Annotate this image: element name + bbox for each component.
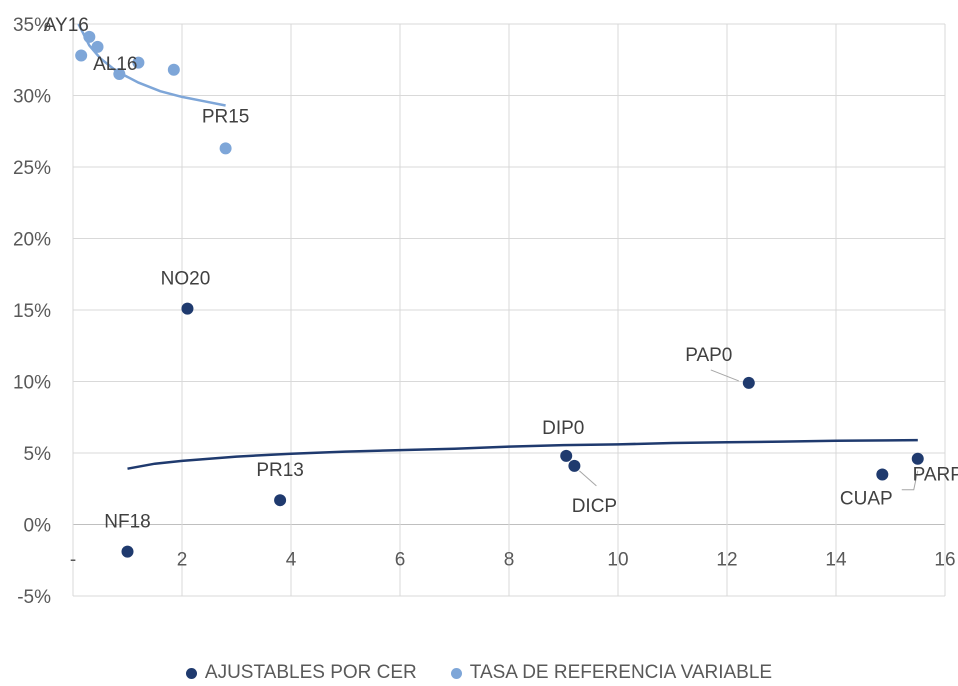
data-label: AY16	[44, 15, 89, 36]
data-point	[167, 63, 180, 76]
point-layer	[75, 30, 924, 558]
data-point	[121, 545, 134, 558]
y-tick-label: 30%	[13, 87, 51, 108]
x-tick-label: 10	[607, 550, 628, 571]
data-point	[219, 142, 232, 155]
data-label: CUAP	[840, 488, 893, 509]
data-point	[742, 376, 755, 389]
leader-line	[901, 470, 919, 491]
leader-line	[579, 470, 597, 487]
x-tick-label: 14	[825, 550, 847, 571]
data-point	[274, 494, 287, 507]
data-point	[75, 49, 88, 62]
trendline-layer	[77, 23, 918, 470]
data-label: AL16	[93, 54, 137, 75]
grid-layer: -5% 0% 5% 10% 15% 20% 25% 30% 35% - 2 4 6 8 10 12 14 16	[13, 15, 956, 608]
data-label: DICP	[572, 496, 617, 517]
y-tick-label: 25%	[13, 158, 51, 179]
data-label: PR15	[202, 106, 250, 127]
x-tick-label: 16	[934, 550, 955, 571]
label-layer: NF18 NO20 PR13 DIP0 DICP PAP0 CUAP PARP AY16AL16…	[44, 15, 958, 533]
x-tick-label: -	[70, 550, 76, 571]
x-tick-label: 6	[395, 550, 406, 571]
legend-label-cer: AJUSTABLES POR CER	[204, 662, 417, 683]
data-point	[911, 452, 924, 465]
data-label: DIP0	[542, 418, 584, 439]
scatter-chart: -5% 0% 5% 10% 15% 20% 25% 30% 35% - 2 4 6 8 10 12 14 16 N…	[13, 15, 958, 608]
data-point	[113, 68, 126, 81]
y-tick-label: 5%	[24, 444, 52, 465]
data-point	[132, 56, 145, 69]
data-point	[181, 302, 194, 315]
data-point	[876, 468, 889, 481]
data-label: PR13	[256, 460, 304, 481]
y-tick-label: -5%	[17, 587, 51, 608]
y-tick-label: 15%	[13, 301, 51, 322]
y-tick-label: 0%	[24, 516, 52, 537]
legend-marker-cer	[185, 667, 197, 679]
legend-item-cer: AJUSTABLES POR CER	[185, 662, 417, 684]
legend-marker-variable	[450, 667, 462, 679]
data-point	[568, 459, 581, 472]
data-point	[560, 449, 573, 462]
y-tick-label: 10%	[13, 373, 51, 394]
x-tick-label: 2	[177, 550, 188, 571]
x-tick-label: 4	[286, 550, 297, 571]
y-tick-label: 20%	[13, 230, 51, 251]
trendline-series-0	[127, 438, 918, 470]
y-tick-label: 35%	[13, 15, 51, 36]
x-tick-label: 12	[716, 550, 737, 571]
data-label: NF18	[104, 512, 150, 533]
leader-line	[710, 369, 739, 382]
data-label: PARP	[913, 465, 958, 486]
x-tick-label: 8	[504, 550, 515, 571]
data-label: PAP0	[685, 345, 732, 366]
data-label: NO20	[161, 269, 211, 290]
data-point	[91, 40, 104, 53]
legend-label-variable: TASA DE REFERENCIA VARIABLE	[469, 662, 773, 683]
legend-item-variable: TASA DE REFERENCIA VARIABLE	[450, 662, 773, 684]
legend: AJUSTABLES POR CER TASA DE REFERENCIA VA…	[0, 662, 958, 684]
data-point	[83, 30, 96, 43]
